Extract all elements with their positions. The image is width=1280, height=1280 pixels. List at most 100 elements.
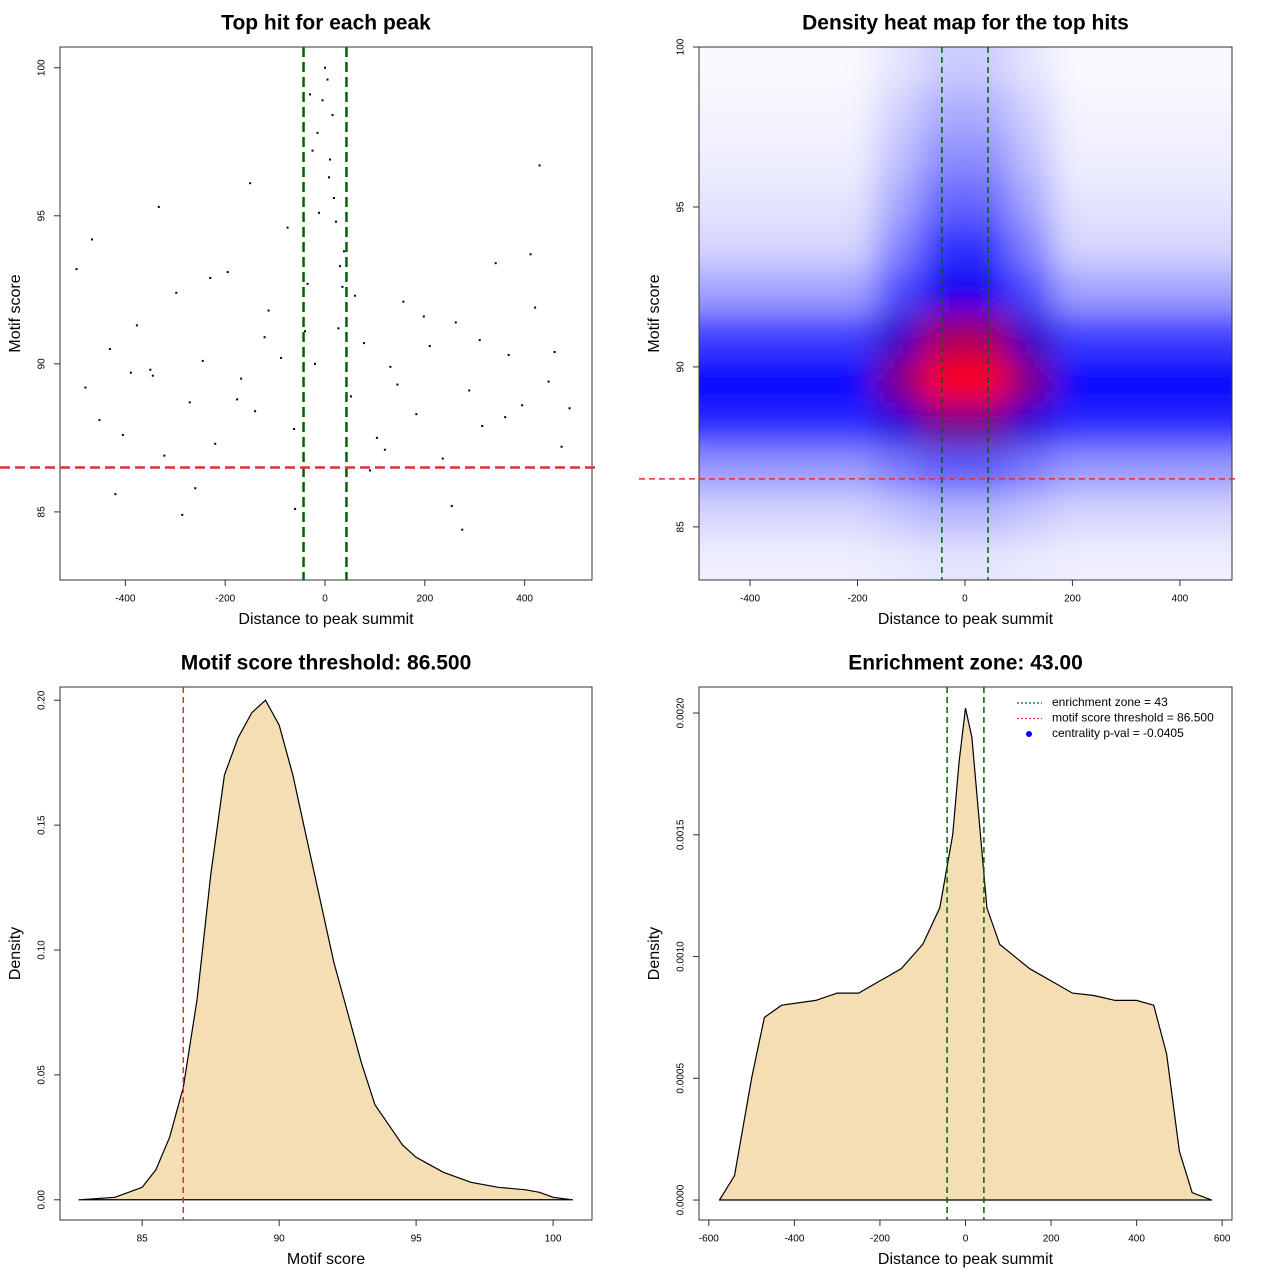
y-axis-label: Motif score <box>7 274 24 352</box>
heat-cell <box>699 312 746 358</box>
heat-cell <box>1096 401 1142 448</box>
heat-cell <box>964 88 1010 134</box>
point <box>441 457 444 460</box>
heat-cell <box>788 177 834 224</box>
heat-cell <box>1184 267 1232 314</box>
heat-cell <box>832 177 878 224</box>
heat-cell <box>876 177 922 224</box>
heat-cell <box>788 132 834 179</box>
point <box>507 353 510 356</box>
y-tick-label: 95 <box>676 201 687 213</box>
point <box>304 330 307 333</box>
heat-cell <box>1008 446 1054 493</box>
heat-cell <box>1052 401 1098 448</box>
heat-cell <box>744 267 790 314</box>
x-tick-label: -400 <box>115 594 135 605</box>
point <box>324 66 327 69</box>
plot-box <box>59 46 593 581</box>
heat-cell <box>1008 535 1054 580</box>
heat-cell <box>920 177 966 224</box>
point <box>337 327 340 330</box>
y-tick-label: 85 <box>676 521 687 533</box>
point <box>553 350 556 353</box>
x-axis-label: Distance to peak summit <box>238 611 414 628</box>
heat-cell <box>920 401 966 448</box>
point <box>314 362 317 365</box>
heat-cell <box>788 47 834 90</box>
heat-cell <box>876 267 922 314</box>
x-tick-label: 90 <box>274 1234 286 1245</box>
point <box>309 93 312 96</box>
heat-cell <box>1184 88 1232 134</box>
heat-cell <box>699 401 746 448</box>
x-tick-label: 85 <box>137 1234 149 1245</box>
density-area <box>78 699 573 1201</box>
heat-cell <box>1008 491 1054 537</box>
point <box>194 487 197 490</box>
point <box>461 528 464 531</box>
heat-cell <box>1184 177 1232 224</box>
heat-cell <box>1096 177 1142 224</box>
y-axis-label: Motif score <box>646 274 663 352</box>
point <box>538 164 541 167</box>
heat-cell <box>876 88 922 134</box>
point <box>226 271 229 274</box>
heat-cell <box>920 535 966 580</box>
point <box>267 309 270 312</box>
heat-cell <box>964 401 1010 448</box>
heat-cell <box>876 132 922 179</box>
heat-cell <box>1140 88 1186 134</box>
plot-box <box>698 46 1233 581</box>
y-axis-label: Density <box>7 927 24 980</box>
point <box>175 291 178 294</box>
heat-cell <box>1052 356 1098 403</box>
heat-cell <box>964 356 1010 403</box>
point <box>328 158 331 161</box>
heat-cell <box>920 312 966 358</box>
point <box>504 416 507 419</box>
heat-cell <box>1184 446 1232 493</box>
heat-cell <box>876 491 922 537</box>
x-tick-label: 0 <box>963 1234 969 1245</box>
point <box>481 425 484 428</box>
point <box>494 262 497 265</box>
y-tick-label: 85 <box>37 506 48 518</box>
heat-cell <box>920 132 966 179</box>
x-axis-label: Distance to peak summit <box>878 611 1054 628</box>
x-tick-label: -200 <box>847 594 867 605</box>
point <box>188 401 191 404</box>
point <box>342 250 345 253</box>
legend-label: motif score threshold = 86.500 <box>1052 711 1214 725</box>
y-tick-label: 0.0000 <box>676 1184 687 1215</box>
heat-cell <box>832 132 878 179</box>
heat-cell <box>788 222 834 269</box>
density-area <box>718 708 1213 1201</box>
heat-cell <box>788 88 834 134</box>
point <box>321 99 324 102</box>
point <box>468 389 471 392</box>
y-tick-label: 0.00 <box>37 1190 48 1210</box>
panel: -600 -400 -200 0 200 400 600 0.0000 0.0005 0.0010… <box>646 652 1233 1268</box>
heat-cell <box>964 267 1010 314</box>
heat-cell <box>1140 491 1186 537</box>
heat-cell <box>920 491 966 537</box>
point <box>306 282 309 285</box>
heat-cell <box>832 535 878 580</box>
chart-title: Enrichment zone: 43.00 <box>848 652 1083 675</box>
heat-cell <box>1184 47 1232 90</box>
heat-cell <box>964 312 1010 358</box>
heat-cell <box>699 222 746 269</box>
heat-cell <box>1140 47 1186 90</box>
heat-cell <box>744 177 790 224</box>
point <box>428 345 431 348</box>
heat-cell <box>699 177 746 224</box>
x-tick-label: -400 <box>784 1234 804 1245</box>
heat-cell <box>788 401 834 448</box>
heat-cell <box>788 491 834 537</box>
point <box>362 342 365 345</box>
point <box>75 268 78 271</box>
heatmap-cells <box>699 47 1232 580</box>
heat-cell <box>964 446 1010 493</box>
x-tick-label: 200 <box>416 594 433 605</box>
heatmap <box>699 47 1232 580</box>
